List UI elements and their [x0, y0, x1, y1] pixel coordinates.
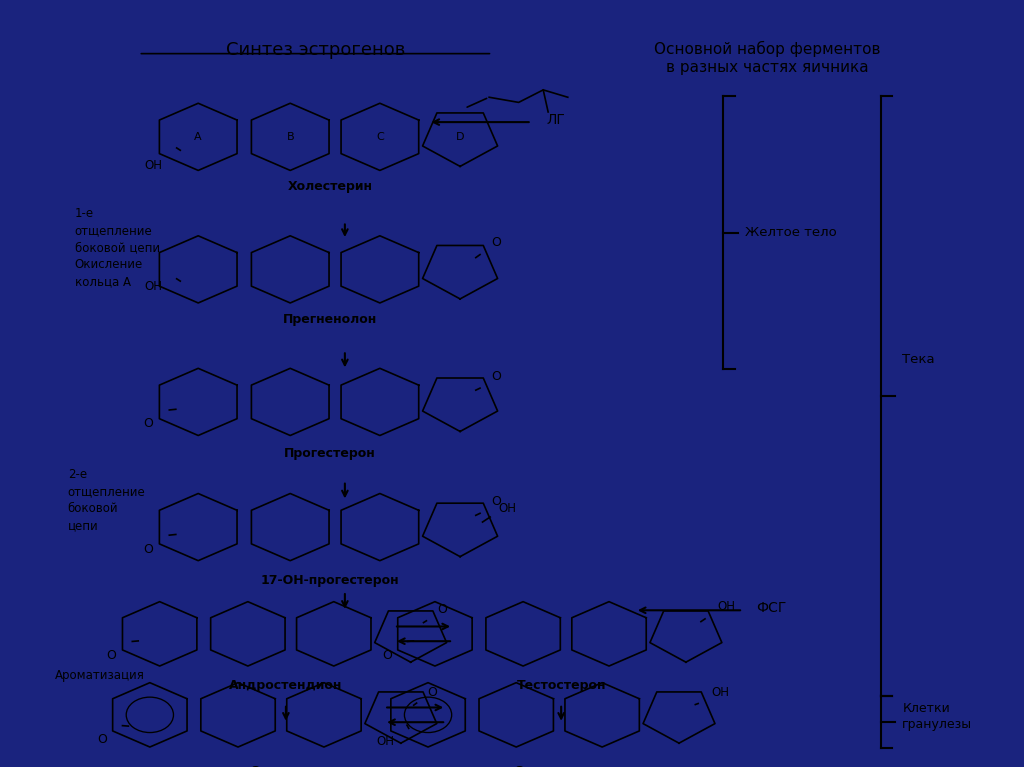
- Text: Прогестерон: Прогестерон: [285, 447, 376, 460]
- Text: OH: OH: [376, 735, 394, 748]
- Text: O: O: [382, 649, 392, 662]
- Text: Синтез эстрогенов: Синтез эстрогенов: [225, 41, 406, 59]
- Text: 17-ОН-прогестерон: 17-ОН-прогестерон: [261, 574, 399, 587]
- Text: Клетки
гранулезы: Клетки гранулезы: [902, 702, 973, 731]
- Text: O: O: [437, 603, 447, 616]
- Text: D: D: [456, 132, 464, 142]
- Text: Прегненолон: Прегненолон: [283, 313, 377, 326]
- Text: Желтое тело: Желтое тело: [745, 226, 837, 239]
- Text: Ароматизация: Ароматизация: [55, 669, 144, 682]
- Text: Основной набор ферментов
в разных частях яичника: Основной набор ферментов в разных частях…: [654, 41, 881, 74]
- Text: ЛГ: ЛГ: [547, 113, 565, 127]
- Text: OH: OH: [498, 502, 516, 515]
- Text: Андростендион: Андростендион: [229, 679, 343, 692]
- Text: Тека: Тека: [902, 353, 935, 366]
- Text: OH: OH: [144, 159, 162, 172]
- Text: O: O: [106, 649, 117, 662]
- Text: Тестостерон: Тестостерон: [516, 679, 606, 692]
- Text: 2-е
отщепление
боковой
цепи: 2-е отщепление боковой цепи: [68, 468, 145, 532]
- Text: OH: OH: [144, 280, 162, 293]
- Text: O: O: [143, 417, 154, 430]
- Text: OH: OH: [718, 600, 736, 613]
- Text: B: B: [287, 132, 294, 142]
- Text: C: C: [376, 132, 384, 142]
- Text: O: O: [427, 686, 437, 700]
- Text: Эстрадиол: Эстрадиол: [515, 765, 593, 767]
- Text: Эстрон: Эстрон: [251, 765, 301, 767]
- Text: O: O: [490, 370, 501, 383]
- Text: ФСГ: ФСГ: [756, 601, 786, 615]
- Text: O: O: [97, 733, 106, 746]
- Text: O: O: [143, 542, 154, 555]
- Text: 1-е
отщепление
боковой цепи
Окисление
кольца А: 1-е отщепление боковой цепи Окисление ко…: [75, 207, 160, 288]
- Text: A: A: [195, 132, 202, 142]
- Text: Холестерин: Холестерин: [288, 180, 373, 193]
- Text: OH: OH: [711, 686, 729, 700]
- Text: O: O: [490, 235, 501, 249]
- Text: O: O: [490, 495, 501, 509]
